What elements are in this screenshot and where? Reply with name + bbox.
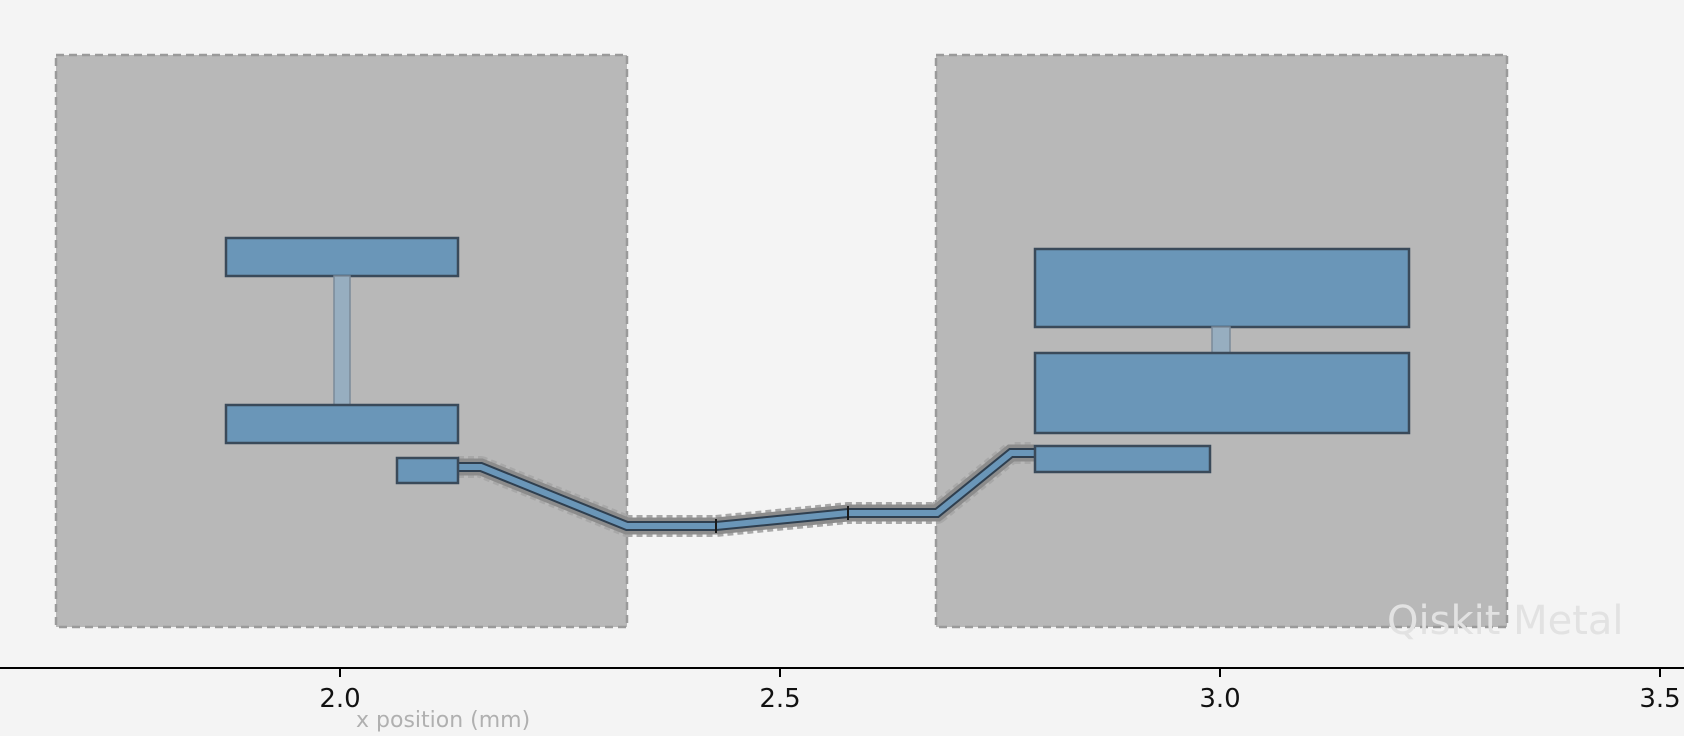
- right-qubit-junction[interactable]: [1211, 326, 1231, 354]
- x-tick-label: 3.0: [1199, 684, 1240, 714]
- left-qubit-bottom-pad[interactable]: [224, 403, 460, 445]
- x-tick-label: 2.5: [759, 684, 800, 714]
- x-axis: 2.0 2.5 3.0 3.5 x position (mm): [0, 667, 1684, 733]
- left-qubit-top-pad[interactable]: [224, 236, 460, 278]
- right-qubit-bottom-pad[interactable]: [1033, 351, 1411, 435]
- right-qubit-connection-pad[interactable]: [1033, 444, 1212, 474]
- route-trace-conductor[interactable]: [458, 448, 1034, 531]
- x-tick-label: 3.5: [1639, 684, 1680, 714]
- x-axis-ticks: 2.0 2.5 3.0 3.5: [319, 668, 1681, 714]
- x-tick-label: 2.0: [319, 684, 360, 714]
- left-qubit-junction[interactable]: [333, 275, 351, 406]
- x-axis-label: x position (mm): [356, 708, 530, 733]
- right-qubit-top-pad[interactable]: [1033, 247, 1411, 329]
- watermark: Qiskit Metal: [1387, 598, 1624, 644]
- left-qubit-connection-pad[interactable]: [395, 456, 460, 485]
